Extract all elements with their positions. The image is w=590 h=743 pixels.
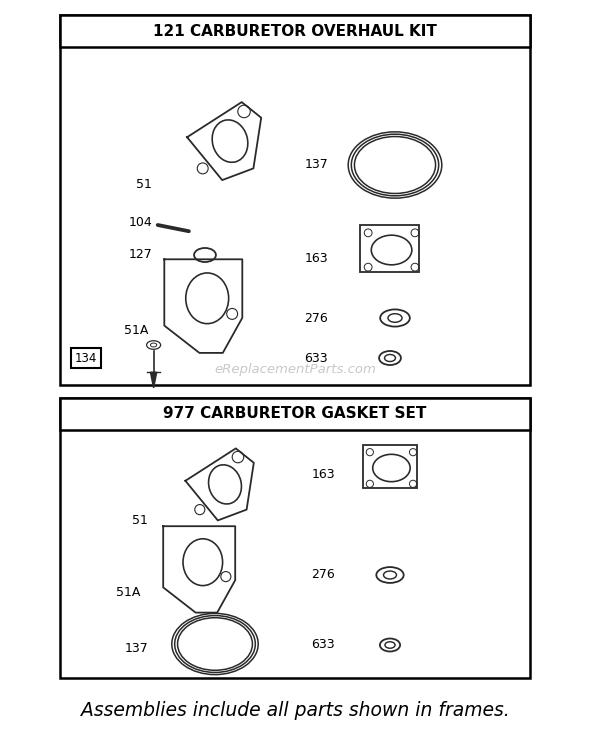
Text: 137: 137 — [304, 158, 328, 172]
Text: 276: 276 — [312, 568, 335, 582]
Text: 134: 134 — [75, 351, 97, 365]
Bar — [60, 15, 530, 385]
Bar — [60, 15, 530, 47]
Polygon shape — [150, 372, 157, 388]
Text: 633: 633 — [312, 638, 335, 652]
Text: eReplacementParts.com: eReplacementParts.com — [214, 363, 376, 377]
Text: 163: 163 — [312, 469, 335, 481]
Text: Assemblies include all parts shown in frames.: Assemblies include all parts shown in fr… — [81, 701, 509, 719]
Text: 977 CARBURETOR GASKET SET: 977 CARBURETOR GASKET SET — [163, 406, 427, 421]
Bar — [360, 225, 419, 272]
Text: 121 CARBURETOR OVERHAUL KIT: 121 CARBURETOR OVERHAUL KIT — [153, 24, 437, 39]
Text: 127: 127 — [128, 248, 152, 262]
Text: 137: 137 — [124, 641, 148, 655]
Text: 104: 104 — [128, 215, 152, 229]
Bar — [60, 398, 530, 678]
Text: 276: 276 — [304, 311, 328, 325]
Text: 163: 163 — [304, 251, 328, 265]
Text: 633: 633 — [304, 351, 328, 365]
Bar — [60, 398, 530, 430]
Text: 51: 51 — [136, 178, 152, 192]
Bar — [363, 445, 417, 488]
Text: 51: 51 — [132, 513, 148, 527]
Text: 51A: 51A — [116, 586, 140, 600]
Text: 51A: 51A — [124, 323, 148, 337]
